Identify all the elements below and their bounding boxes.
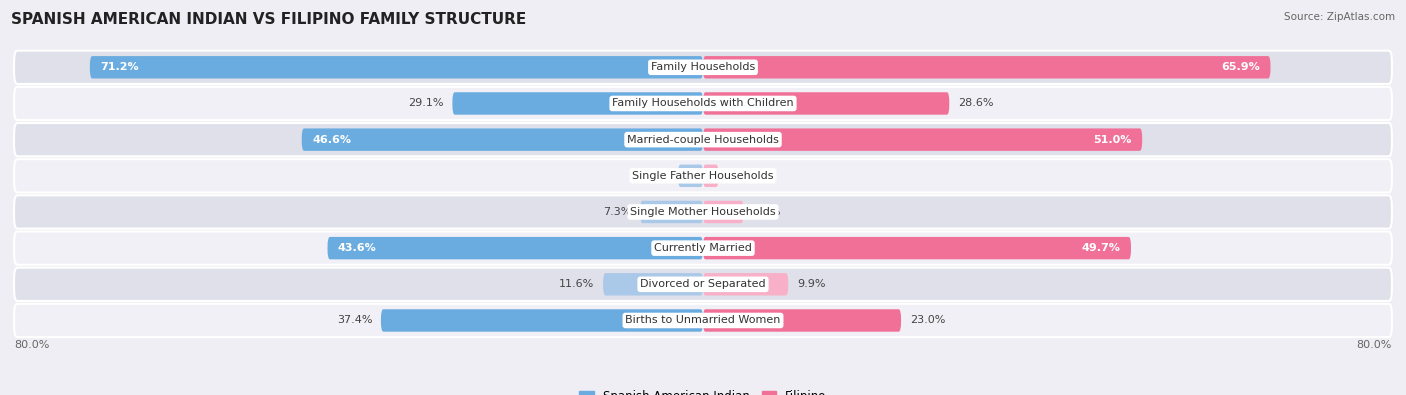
FancyBboxPatch shape <box>703 165 718 187</box>
FancyBboxPatch shape <box>678 165 703 187</box>
Text: Divorced or Separated: Divorced or Separated <box>640 279 766 289</box>
FancyBboxPatch shape <box>603 273 703 295</box>
Text: Family Households with Children: Family Households with Children <box>612 98 794 109</box>
FancyBboxPatch shape <box>14 304 1392 337</box>
FancyBboxPatch shape <box>703 128 1142 151</box>
FancyBboxPatch shape <box>381 309 703 332</box>
Legend: Spanish American Indian, Filipino: Spanish American Indian, Filipino <box>575 385 831 395</box>
FancyBboxPatch shape <box>703 309 901 332</box>
Text: 49.7%: 49.7% <box>1081 243 1121 253</box>
Text: 2.9%: 2.9% <box>641 171 669 181</box>
FancyBboxPatch shape <box>703 56 1271 79</box>
Text: 43.6%: 43.6% <box>337 243 377 253</box>
Text: Currently Married: Currently Married <box>654 243 752 253</box>
Text: 29.1%: 29.1% <box>408 98 444 109</box>
Text: 65.9%: 65.9% <box>1222 62 1260 72</box>
FancyBboxPatch shape <box>14 231 1392 265</box>
FancyBboxPatch shape <box>453 92 703 115</box>
Text: Source: ZipAtlas.com: Source: ZipAtlas.com <box>1284 12 1395 22</box>
Text: 37.4%: 37.4% <box>337 316 373 325</box>
Text: 7.3%: 7.3% <box>603 207 631 217</box>
FancyBboxPatch shape <box>703 92 949 115</box>
Text: 4.7%: 4.7% <box>752 207 780 217</box>
Text: 11.6%: 11.6% <box>560 279 595 289</box>
Text: Single Father Households: Single Father Households <box>633 171 773 181</box>
FancyBboxPatch shape <box>640 201 703 223</box>
FancyBboxPatch shape <box>703 201 744 223</box>
FancyBboxPatch shape <box>14 87 1392 120</box>
Text: Family Households: Family Households <box>651 62 755 72</box>
Text: Single Mother Households: Single Mother Households <box>630 207 776 217</box>
FancyBboxPatch shape <box>14 196 1392 229</box>
FancyBboxPatch shape <box>703 273 789 295</box>
Text: 80.0%: 80.0% <box>14 340 49 350</box>
Text: 1.8%: 1.8% <box>727 171 755 181</box>
FancyBboxPatch shape <box>703 237 1130 260</box>
FancyBboxPatch shape <box>14 268 1392 301</box>
Text: 23.0%: 23.0% <box>910 316 945 325</box>
Text: 46.6%: 46.6% <box>312 135 352 145</box>
FancyBboxPatch shape <box>14 159 1392 192</box>
Text: 80.0%: 80.0% <box>1357 340 1392 350</box>
Text: 28.6%: 28.6% <box>957 98 994 109</box>
FancyBboxPatch shape <box>14 51 1392 84</box>
FancyBboxPatch shape <box>328 237 703 260</box>
Text: SPANISH AMERICAN INDIAN VS FILIPINO FAMILY STRUCTURE: SPANISH AMERICAN INDIAN VS FILIPINO FAMI… <box>11 12 526 27</box>
Text: Births to Unmarried Women: Births to Unmarried Women <box>626 316 780 325</box>
Text: 51.0%: 51.0% <box>1094 135 1132 145</box>
Text: Married-couple Households: Married-couple Households <box>627 135 779 145</box>
FancyBboxPatch shape <box>90 56 703 79</box>
FancyBboxPatch shape <box>302 128 703 151</box>
FancyBboxPatch shape <box>14 123 1392 156</box>
Text: 9.9%: 9.9% <box>797 279 825 289</box>
Text: 71.2%: 71.2% <box>100 62 139 72</box>
